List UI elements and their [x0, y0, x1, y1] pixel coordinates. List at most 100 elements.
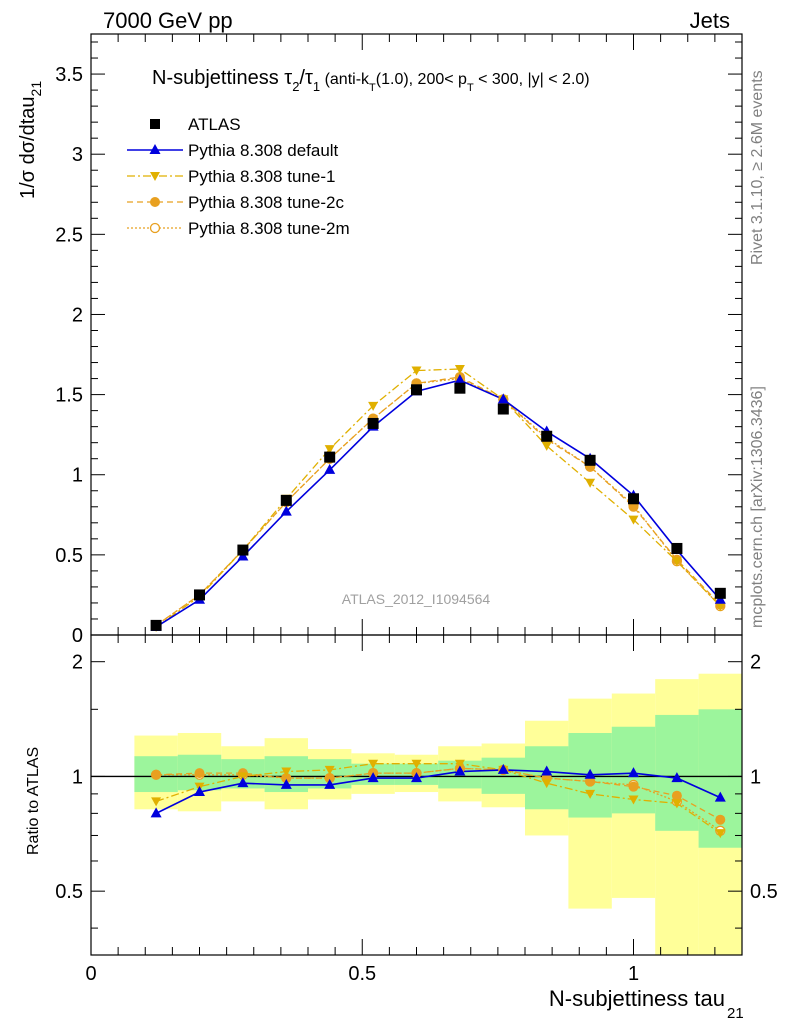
ratio-line: [155, 763, 721, 834]
ratio-point: [497, 763, 509, 774]
atlas-point: [411, 384, 422, 396]
ratio-y-tick-label: 1: [72, 766, 83, 788]
ratio-point: [324, 778, 336, 789]
legend-label: Pythia 8.308 tune-2c: [188, 193, 344, 212]
plot-title: N-subjettiness τ2/τ1 (anti-kT(1.0), 200<…: [152, 67, 590, 94]
legend: ATLAS Pythia 8.308 default Pythia 8.308 tu…: [127, 115, 350, 238]
ratio-y-label: Ratio to ATLAS: [25, 747, 42, 855]
atlas-point: [237, 544, 249, 556]
legend-label: Pythia 8.308 default: [188, 141, 339, 160]
ratio-point: [280, 778, 292, 789]
atlas-point: [541, 430, 553, 442]
title-cond-sub-t2: T: [467, 82, 474, 94]
ratio-point: [628, 767, 639, 778]
ratio-point: [541, 779, 552, 789]
ratio-point: [454, 765, 466, 776]
legend-entry: Pythia 8.308 tune-2m: [127, 219, 350, 238]
legend-marker: [150, 119, 160, 129]
ratio-point: [584, 768, 596, 779]
header-right: Jets: [690, 8, 730, 33]
legend-label: Pythia 8.308 tune-1: [188, 167, 335, 186]
ratio-y-tick-label-right: 1: [750, 766, 761, 788]
mc-point: [715, 602, 726, 612]
y-tick-label: 1: [72, 465, 83, 487]
ratio-point: [714, 791, 726, 802]
mc-point: [454, 374, 466, 385]
mc-point: [541, 441, 552, 451]
mc-point: [497, 393, 509, 404]
legend-marker: [149, 144, 161, 154]
atlas-point: [194, 589, 205, 601]
watermark: ATLAS_2012_I1094564: [342, 591, 491, 607]
title-sub2: 1: [313, 79, 320, 94]
title-cond3: < 300, |y| < 2.0): [474, 71, 590, 88]
mc-point: [628, 501, 639, 512]
y-tick-label: 3.5: [55, 64, 83, 86]
y-tick-label: 3: [72, 144, 83, 166]
main-panel: 0 0.5 1 1.5 2 2.5 3 3.5: [55, 33, 743, 647]
band-green-bin: [481, 757, 525, 794]
mc-point: [368, 401, 379, 411]
mc-point: [324, 463, 336, 474]
atlas-point: [280, 494, 292, 506]
atlas-point: [150, 619, 162, 631]
ratio-point: [281, 767, 292, 777]
ratio-point: [671, 799, 682, 809]
mc-point: [454, 364, 465, 374]
atlas-point: [367, 417, 379, 429]
ratio-point: [541, 765, 553, 776]
ratio-point: [324, 773, 335, 784]
ratio-point: [150, 807, 162, 818]
atlas-point: [324, 451, 336, 463]
legend-entry: ATLAS: [150, 115, 241, 134]
y-axis-label: 1/σ dσ/dtau21: [17, 81, 44, 199]
rivet-label: Rivet 3.1.10, ≥ 2.6M events: [749, 70, 766, 265]
title-cond2: (1.0), 200< p: [376, 71, 467, 88]
mc-point: [671, 557, 682, 567]
atlas-point: [584, 454, 596, 466]
atlas-point: [454, 382, 466, 394]
ratio-point: [194, 768, 205, 779]
atlas-point: [671, 542, 683, 554]
ratio-point: [585, 789, 596, 799]
ratio-point: [671, 790, 682, 801]
ratio-point: [368, 759, 379, 769]
ratio-y-tick-label-right: 2: [750, 652, 761, 674]
y-tick-label: 2.5: [55, 224, 83, 246]
ratio-point: [628, 781, 639, 792]
mc-line: [155, 379, 721, 628]
ratio-point: [411, 772, 422, 783]
svg-text:N-subjettiness τ2/τ1 (anti-kT(: N-subjettiness τ2/τ1 (anti-kT(1.0), 200<…: [152, 67, 590, 94]
legend-marker: [150, 197, 160, 207]
title-mid: /τ: [299, 67, 313, 89]
y-tick-label: 2: [72, 304, 83, 326]
mc-point: [628, 515, 639, 525]
ratio-panel: 0 0.5 1 0.5 0.5 1 1 2 2: [55, 634, 778, 985]
ratio-y-tick-label-right: 0.5: [750, 881, 778, 903]
x-tick-label: 0.5: [348, 963, 376, 985]
atlas-point: [628, 493, 639, 505]
ratio-point: [671, 772, 683, 783]
ratio-point: [237, 777, 249, 788]
y-tick-label: 0.5: [55, 545, 83, 567]
x-tick-label: 1: [628, 963, 639, 985]
x-axis-label-sub: 21: [727, 1005, 744, 1022]
title-sub1: 2: [292, 79, 299, 94]
mcplots-label: mcplots.cern.ch [arXiv:1306.3436]: [749, 386, 766, 628]
mc-line: [155, 368, 721, 628]
x-tick-label: 0: [85, 963, 96, 985]
legend-entry: Pythia 8.308 default: [127, 141, 339, 160]
ratio-point: [324, 765, 335, 775]
y-tick-label: 0: [72, 625, 83, 647]
ratio-point: [715, 814, 726, 825]
mc-point: [324, 445, 335, 455]
ratio-y-tick-label: 0.5: [55, 881, 83, 903]
legend-entry: Pythia 8.308 tune-2c: [127, 193, 344, 212]
ratio-y-tick-label: 2: [72, 652, 83, 674]
legend-entry: Pythia 8.308 tune-1: [127, 167, 335, 186]
ratio-point: [585, 776, 596, 787]
ratio-point: [151, 769, 162, 780]
y-axis-label-main: 1/σ dσ/dtau: [17, 96, 39, 199]
title-cond-sub-t: T: [369, 82, 376, 94]
